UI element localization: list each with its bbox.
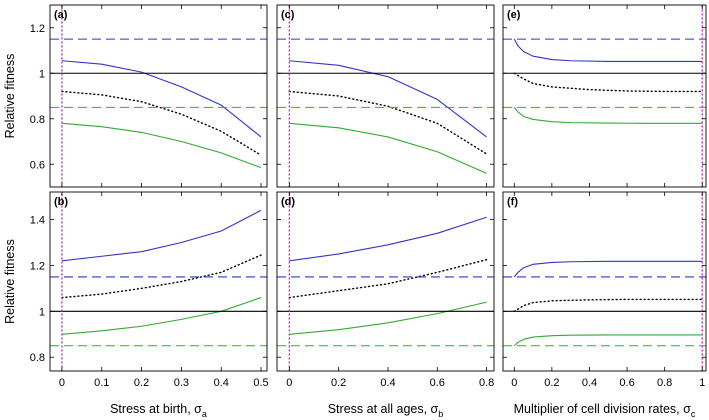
y-tick-label: 1.4 [30, 215, 45, 227]
x-tick-label: 0.5 [253, 377, 268, 389]
panel-label: (c) [281, 9, 295, 21]
panel-frame [276, 191, 495, 372]
panel-f: 0 0.2 0.4 0.6 0.8 1 (f) Multiplier of cell divi… [502, 191, 707, 419]
x-tick-label: 0 [59, 377, 65, 389]
series-line-blue-solid [289, 60, 487, 138]
panel-c: (c) [276, 4, 495, 188]
panel-label: (e) [507, 9, 521, 21]
x-tick-label: 0.8 [657, 377, 672, 389]
y-axis-label: Relative fitness [3, 54, 17, 139]
panel-e: (e) [502, 4, 707, 188]
series-line-green-solid [61, 297, 262, 335]
panel-a: 0.6 0.8 1 1.2 (a) Relative fitness [3, 4, 268, 188]
series-group [50, 192, 267, 371]
panel-label: (a) [54, 9, 68, 21]
panel-frame [502, 191, 707, 372]
series-group [503, 5, 706, 187]
panel-frame [276, 4, 495, 188]
panel-d: 0 0.2 0.4 0.6 0.8 (d) Stress at all ages, σb [276, 191, 495, 419]
series-line-blue-solid [513, 260, 703, 278]
series-line-green-solid [513, 334, 703, 347]
series-line-black-dotted [288, 259, 488, 299]
series-line-blue-solid [61, 60, 262, 138]
x-axis-label-subscript: b [438, 409, 443, 419]
y-tick-label: 1.2 [30, 260, 45, 272]
series-group [503, 192, 706, 371]
x-tick-label: 0.1 [94, 377, 109, 389]
series-line-blue-solid [289, 216, 487, 262]
x-tick-label: 0 [286, 377, 292, 389]
x-axis-label-main: Multiplier of cell division rates, σ [514, 402, 692, 416]
x-tick-label: 0.3 [174, 377, 189, 389]
y-tick-label: 1.2 [30, 23, 45, 35]
y-tick-label: 0.8 [30, 352, 45, 364]
series-line-blue-solid [513, 38, 703, 62]
series-line-black-dotted [288, 90, 488, 155]
x-tick-label: 0.6 [430, 377, 445, 389]
x-axis-label-main: Stress at birth, σ [110, 402, 202, 416]
series-line-black-dotted [513, 72, 703, 93]
x-axis-label-subscript: a [202, 409, 207, 419]
x-tick-label: 0.8 [479, 377, 494, 389]
series-line-black-dotted [513, 298, 703, 313]
y-axis-label: Relative fitness [3, 239, 17, 324]
x-tick-label: 0.2 [134, 377, 149, 389]
x-tick-label: 0.6 [619, 377, 634, 389]
series-group [277, 192, 494, 371]
x-tick-label: 0.4 [214, 377, 229, 389]
panel-frame [49, 4, 268, 188]
y-tick-label: 0.8 [30, 114, 45, 126]
x-axis-label-subscript: c [691, 409, 696, 419]
series-line-green-solid [513, 107, 703, 124]
series-line-green-solid [289, 301, 487, 335]
x-axis-label: Stress at all ages, σb [328, 402, 444, 419]
panel-frame [502, 4, 707, 188]
x-tick-label: 0 [511, 377, 517, 389]
panel-label: (f) [507, 196, 518, 208]
x-axis-label: Multiplier of cell division rates, σc [514, 402, 696, 419]
series-line-black-dotted [61, 254, 262, 299]
series-group [277, 5, 494, 187]
x-tick-label: 0.4 [582, 377, 597, 389]
panel-label: (b) [54, 196, 68, 208]
x-tick-label: 0.2 [544, 377, 559, 389]
x-axis-label: Stress at birth, σa [110, 402, 207, 419]
y-tick-label: 0.6 [30, 159, 45, 171]
series-line-green-solid [289, 122, 487, 174]
panel-frame [49, 191, 268, 372]
series-group [50, 5, 267, 187]
series-line-black-dotted [61, 90, 262, 156]
panel-b: 0 0.1 0.2 0.3 0.4 0.5 0.8 1 1.2 1.4 (b) Relative fi… [3, 191, 269, 419]
series-line-green-solid [61, 122, 262, 169]
series-line-blue-solid [61, 209, 262, 262]
y-tick-label: 1 [39, 306, 45, 318]
panel-label: (d) [281, 196, 295, 208]
x-axis-label-main: Stress at all ages, σ [328, 402, 439, 416]
x-tick-label: 0.4 [380, 377, 395, 389]
x-tick-label: 0.2 [331, 377, 346, 389]
y-tick-label: 1 [39, 68, 45, 80]
x-tick-label: 1 [699, 377, 705, 389]
